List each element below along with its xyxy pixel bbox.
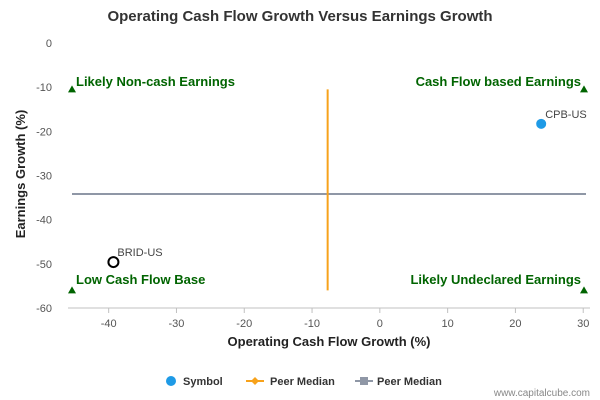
quadrant-label-bottom-right: Likely Undeclared Earnings: [410, 272, 581, 287]
y-tick-label: -30: [36, 171, 52, 183]
data-point[interactable]: [536, 118, 547, 129]
x-tick-label: 30: [577, 318, 589, 330]
x-tick-label: 20: [509, 318, 521, 330]
triangle-marker-icon: [580, 286, 588, 294]
x-tick-label: -40: [101, 318, 117, 330]
legend-item-peer-median-y[interactable]: Peer Median: [355, 376, 442, 388]
y-tick-label: -50: [36, 259, 52, 271]
data-points: CPB-US BRID-US: [107, 109, 587, 269]
legend: Symbol Peer Median Peer Median: [166, 376, 442, 388]
y-tick-label: -20: [36, 126, 52, 138]
legend-gray-square-icon: [360, 377, 368, 385]
legend-orange-diamond-icon: [251, 377, 259, 385]
peer-median-lines: [72, 89, 586, 291]
legend-label-peer-median-y: Peer Median: [377, 376, 442, 388]
y-tick-label: -10: [36, 82, 52, 94]
data-point-label: CPB-US: [545, 109, 587, 121]
chart-title: Operating Cash Flow Growth Versus Earnin…: [107, 8, 492, 25]
y-tick-label: -40: [36, 215, 52, 227]
legend-item-symbol[interactable]: Symbol: [166, 376, 223, 388]
y-axis-label: Earnings Growth (%): [13, 110, 28, 239]
data-point-label: BRID-US: [117, 247, 162, 259]
quadrant-label-top-left: Likely Non-cash Earnings: [76, 74, 235, 89]
legend-symbol-circle-icon: [166, 376, 176, 386]
data-point[interactable]: [107, 256, 120, 269]
y-tick-label: 0: [46, 38, 52, 50]
quadrant-markers: [68, 85, 588, 294]
triangle-marker-icon: [68, 85, 76, 93]
x-tick-label: -10: [304, 318, 320, 330]
legend-label-peer-median-x: Peer Median: [270, 376, 335, 388]
legend-label-symbol: Symbol: [183, 376, 223, 388]
triangle-marker-icon: [580, 85, 588, 93]
quadrant-label-bottom-left: Low Cash Flow Base: [76, 272, 205, 287]
x-tick-label: 0: [377, 318, 383, 330]
legend-item-peer-median-x[interactable]: Peer Median: [246, 376, 335, 388]
quadrant-label-top-right: Cash Flow based Earnings: [416, 74, 581, 89]
triangle-marker-icon: [68, 286, 76, 294]
y-axis-ticks: 0 -10 -20 -30 -40 -50 -60: [36, 38, 52, 315]
credit-text: www.capitalcube.com: [493, 388, 590, 399]
x-tick-label: 10: [442, 318, 454, 330]
x-tick-label: -20: [236, 318, 252, 330]
x-axis-label: Operating Cash Flow Growth (%): [228, 334, 431, 349]
x-tick-label: -30: [169, 318, 185, 330]
y-tick-label: -60: [36, 303, 52, 315]
x-axis-ticks: -40 -30 -20 -10 0 10 20 30: [101, 308, 589, 330]
